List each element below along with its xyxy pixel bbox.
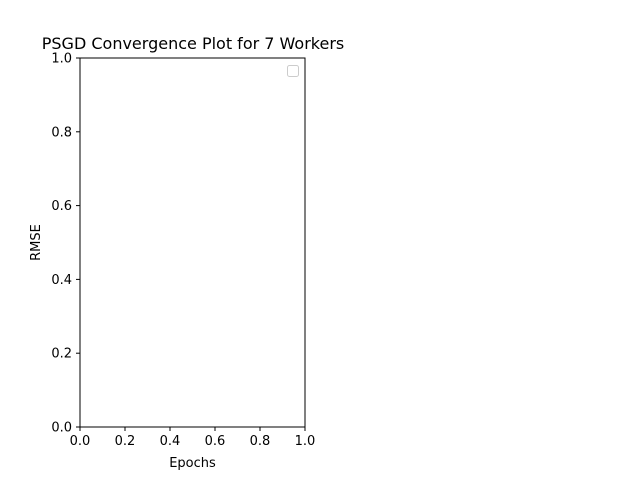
x-axis-ticks: 0.0 0.2 0.4 0.6 0.8 1.0: [70, 427, 316, 449]
legend-box: [287, 65, 299, 77]
x-axis-label: Epochs: [169, 456, 216, 471]
y-tick-label: 1.0: [51, 52, 72, 67]
x-tick-label: 0.2: [115, 434, 136, 449]
y-axis-ticks: 0.0 0.2 0.4 0.6 0.8 1.0: [51, 52, 80, 436]
y-tick-label: 0.4: [51, 273, 72, 288]
y-tick-label: 0.2: [51, 347, 72, 362]
x-tick-label: 0.4: [160, 434, 181, 449]
x-tick-label: 0.8: [250, 434, 271, 449]
y-tick-label: 0.0: [51, 421, 72, 436]
chart-title: PSGD Convergence Plot for 7 Workers: [42, 34, 344, 53]
plot-area: [80, 58, 305, 427]
x-tick-label: 0.6: [205, 434, 226, 449]
y-tick-label: 0.6: [51, 199, 72, 214]
x-tick-label: 0.0: [70, 434, 91, 449]
x-tick-label: 1.0: [295, 434, 316, 449]
y-axis-label: RMSE: [29, 224, 44, 261]
y-tick-label: 0.8: [51, 125, 72, 140]
plot-frame: [79, 57, 306, 428]
